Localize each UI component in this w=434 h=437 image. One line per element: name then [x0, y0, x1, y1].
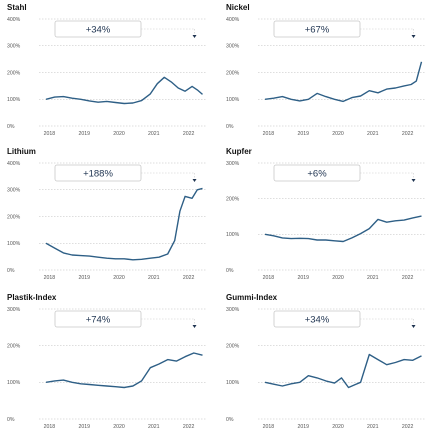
x-tick-label: 2021: [148, 275, 160, 281]
x-tick-label: 2022: [402, 424, 414, 430]
change-label: +67%: [305, 24, 330, 35]
x-tick-label: 2018: [263, 424, 275, 430]
series-line: [264, 353, 422, 389]
y-tick-label: 100%: [7, 380, 21, 386]
x-tick-label: 2019: [297, 275, 309, 281]
chart-title: Lithium: [7, 147, 36, 156]
arrow-down-icon: [192, 179, 197, 182]
arrow-down-icon: [192, 35, 197, 38]
arrow-down-icon: [411, 325, 416, 328]
x-tick-label: 2018: [263, 275, 275, 281]
y-tick-label: 300%: [7, 307, 21, 313]
chart-panel-gummi-index: Gummi-Index 0% 100% 200% 300% 2018 2019 2020 20…: [224, 293, 429, 433]
chart-panel-plastik-index: Plastik-Index 0% 100% 200% 300% 2018 2019 2020…: [5, 293, 210, 433]
y-tick-label: 200%: [226, 196, 240, 202]
series-line: [45, 187, 203, 261]
x-tick-label: 2021: [148, 424, 160, 430]
chart-svg: 0% 100% 200% 300% 400% 2018 2019 2020 2021 2022 +1…: [7, 161, 206, 281]
y-tick-label: 300%: [226, 161, 240, 167]
chart-panel-kupfer: Kupfer 0% 100% 200% 300% 2018 2019 2020 2021 202…: [224, 147, 429, 284]
x-tick-label: 2019: [297, 131, 309, 137]
x-tick-label: 2021: [367, 424, 379, 430]
y-tick-label: 0%: [226, 268, 234, 274]
y-tick-label: 200%: [226, 70, 240, 76]
y-tick-label: 200%: [226, 343, 240, 349]
x-tick-label: 2020: [113, 424, 125, 430]
y-tick-label: 400%: [7, 161, 21, 167]
y-tick-label: 200%: [7, 214, 21, 220]
x-tick-label: 2022: [402, 275, 414, 281]
y-tick-label: 200%: [7, 70, 21, 76]
x-tick-label: 2021: [367, 131, 379, 137]
change-label: +34%: [86, 24, 111, 35]
series-line: [264, 61, 423, 103]
y-tick-label: 100%: [226, 232, 240, 238]
x-tick-label: 2022: [183, 131, 195, 137]
series-line: [45, 352, 203, 389]
series-line: [264, 215, 422, 243]
x-tick-label: 2022: [183, 424, 195, 430]
x-tick-label: 2022: [402, 131, 414, 137]
y-tick-label: 200%: [7, 343, 21, 349]
x-tick-label: 2021: [148, 131, 160, 137]
arrow-down-icon: [192, 325, 197, 328]
chart-title: Gummi-Index: [226, 293, 278, 302]
y-tick-label: 400%: [7, 17, 21, 23]
x-tick-label: 2019: [78, 424, 90, 430]
chart-svg: 0% 100% 200% 300% 400% 2018 2019 2020 2021 2022 +3…: [7, 17, 206, 137]
y-tick-label: 0%: [7, 124, 15, 130]
x-tick-label: 2018: [263, 131, 275, 137]
x-tick-label: 2018: [44, 424, 56, 430]
change-label: +188%: [83, 168, 113, 179]
chart-svg: 0% 100% 200% 300% 400% 2018 2019 2020 2021 2022 +6…: [226, 17, 425, 137]
y-tick-label: 400%: [226, 17, 240, 23]
arrow-down-icon: [411, 179, 416, 182]
change-label: +34%: [305, 314, 330, 325]
arrow-down-icon: [411, 35, 416, 38]
y-tick-label: 300%: [226, 44, 240, 50]
change-label: +74%: [86, 314, 111, 325]
chart-title: Nickel: [226, 3, 250, 12]
y-tick-label: 0%: [226, 124, 234, 130]
x-tick-label: 2020: [332, 131, 344, 137]
y-tick-label: 100%: [7, 241, 21, 247]
y-tick-label: 0%: [7, 417, 15, 423]
y-tick-label: 0%: [226, 417, 234, 423]
x-tick-label: 2018: [44, 131, 56, 137]
x-tick-label: 2019: [78, 131, 90, 137]
y-tick-label: 100%: [7, 97, 21, 103]
chart-panel-nickel: Nickel 0% 100% 200% 300% 400% 2018 2019 2020 202…: [224, 3, 429, 140]
chart-title: Kupfer: [226, 147, 252, 156]
change-label: +6%: [307, 168, 327, 179]
chart-panel-stahl: Stahl 0% 100% 200% 300% 400% 2018 2019 2020 2021…: [5, 3, 210, 140]
series-line: [45, 76, 203, 105]
y-tick-label: 300%: [226, 307, 240, 313]
chart-svg: 0% 100% 200% 300% 2018 2019 2020 2021 2022 +6%: [226, 161, 425, 281]
x-tick-label: 2020: [113, 275, 125, 281]
x-tick-label: 2019: [78, 275, 90, 281]
y-tick-label: 100%: [226, 97, 240, 103]
x-tick-label: 2018: [44, 275, 56, 281]
chart-title: Plastik-Index: [7, 293, 57, 302]
chart-svg: 0% 100% 200% 300% 2018 2019 2020 2021 2022 +34%: [226, 307, 425, 430]
x-tick-label: 2020: [113, 131, 125, 137]
y-tick-label: 300%: [7, 188, 21, 194]
chart-title: Stahl: [7, 3, 27, 12]
y-tick-label: 0%: [7, 268, 15, 274]
y-tick-label: 100%: [226, 380, 240, 386]
chart-svg: 0% 100% 200% 300% 2018 2019 2020 2021 2022 +74%: [7, 307, 206, 430]
x-tick-label: 2019: [297, 424, 309, 430]
x-tick-label: 2022: [183, 275, 195, 281]
y-tick-label: 300%: [7, 44, 21, 50]
x-tick-label: 2020: [332, 275, 344, 281]
x-tick-label: 2021: [367, 275, 379, 281]
x-tick-label: 2020: [332, 424, 344, 430]
chart-panel-lithium: Lithium 0% 100% 200% 300% 400% 2018 2019 2020 20…: [5, 147, 210, 284]
